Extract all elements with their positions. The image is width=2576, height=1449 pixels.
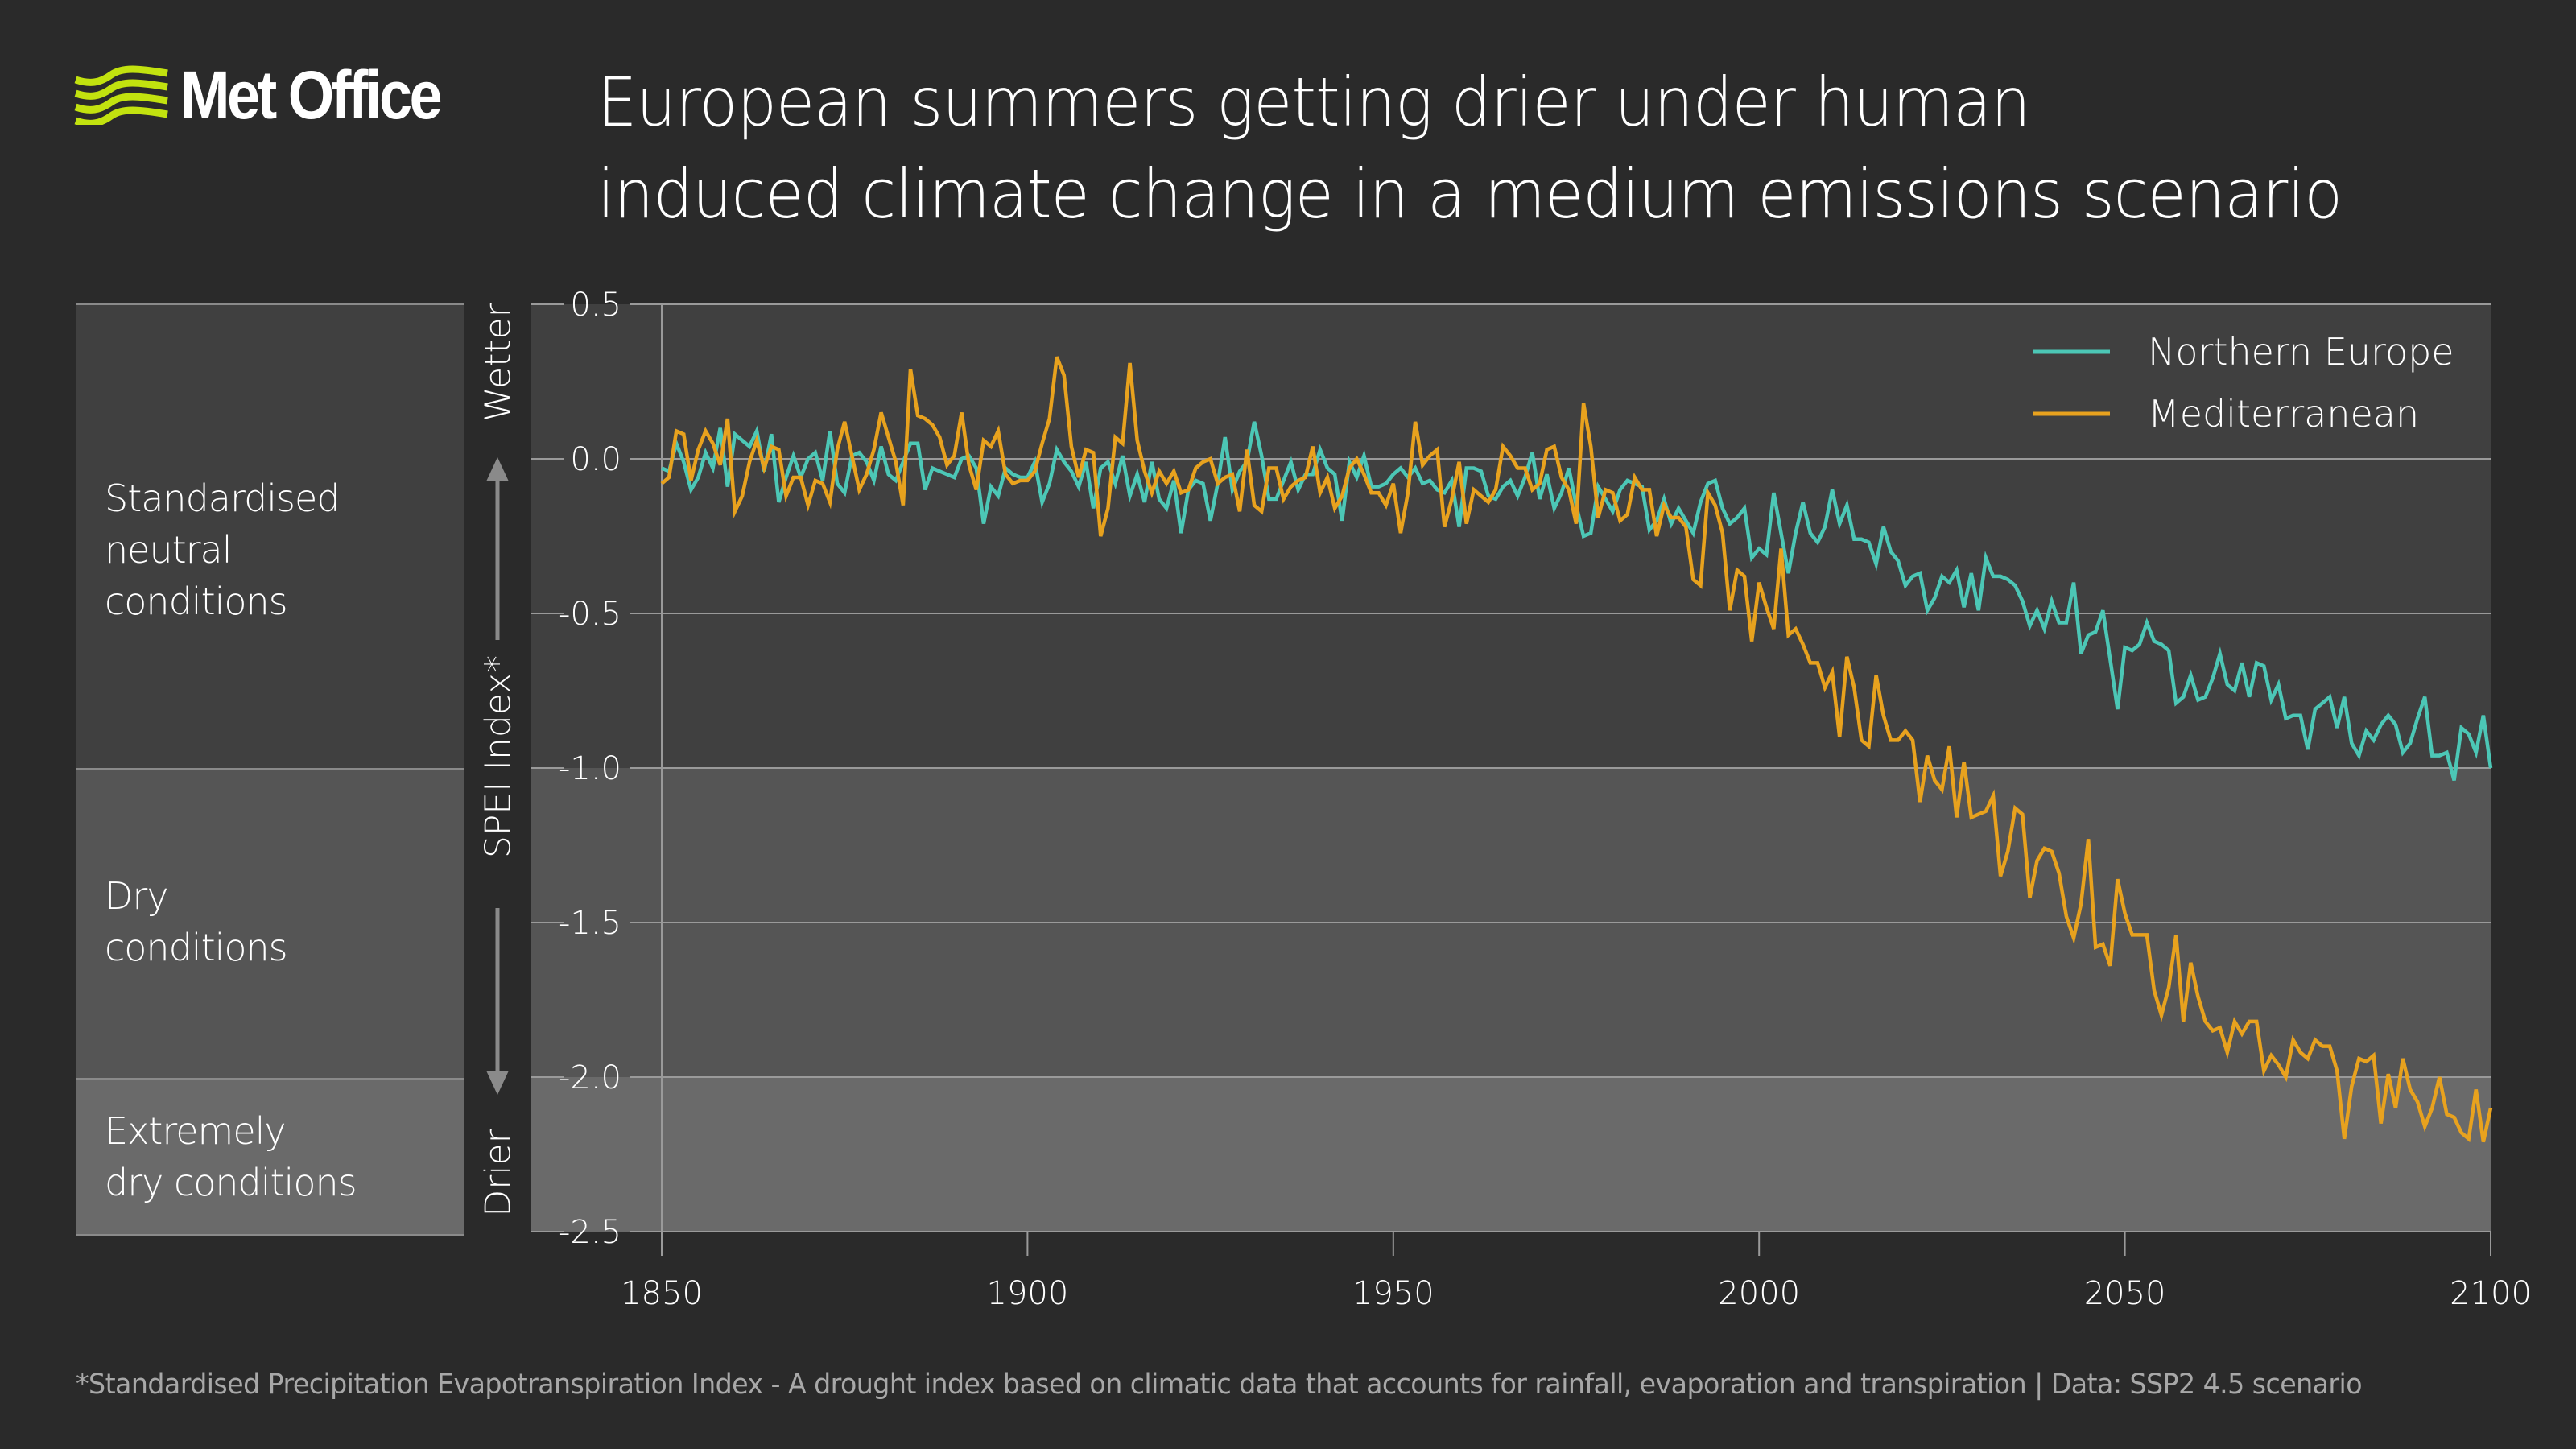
y-tick-label: -0.5	[559, 596, 621, 633]
band-dry-label: Dry conditions	[105, 870, 288, 973]
band-neutral-label: Standardised neutral conditions	[105, 473, 341, 627]
logo-wave	[74, 106, 168, 125]
band-dry-label-line: Dry	[105, 874, 169, 918]
spei-index-label: SPEI Index*	[477, 654, 519, 859]
logo-text: Met Office	[180, 57, 443, 133]
waves-icon	[74, 65, 168, 125]
band-neutral-label-line: conditions	[105, 580, 288, 623]
band-dry-label-line: conditions	[105, 926, 288, 969]
y-tick-label: -1.5	[559, 905, 621, 942]
plot-band	[531, 304, 2491, 768]
band-extreme-label-line: dry conditions	[105, 1161, 357, 1204]
x-tick-label: 1850	[621, 1275, 703, 1312]
x-tick-label: 2100	[2450, 1275, 2532, 1312]
x-tick-label: 2000	[1718, 1275, 1800, 1312]
legend-label: Northern Europe	[2148, 330, 2454, 374]
title-line-2: induced climate change in a medium emiss…	[597, 155, 2343, 233]
arrow-up-icon	[486, 457, 509, 481]
logo-wave	[74, 79, 168, 100]
arrow-down-icon	[486, 1071, 509, 1095]
x-tick-label: 1900	[987, 1275, 1069, 1312]
band-neutral-label-line: neutral	[105, 528, 233, 572]
y-tick-label: -2.5	[559, 1214, 621, 1251]
legend-label: Mediterranean	[2148, 392, 2419, 436]
band-neutral-panel: Standardised neutral conditions	[76, 303, 464, 768]
band-extreme-panel: Extremely dry conditions	[76, 1078, 464, 1236]
y-tick-label: 0.0	[570, 441, 621, 478]
plot-band	[531, 1077, 2491, 1232]
series-line-mediterranean	[660, 356, 2493, 1143]
y-axis-label-column: Wetter SPEI Index* Drier	[467, 299, 530, 1235]
met-office-logo: Met Office	[74, 57, 475, 133]
title-line-1: European summers getting drier under hum…	[597, 63, 2031, 142]
y-tick-label: -2.0	[559, 1059, 621, 1096]
logo-wave	[74, 65, 168, 86]
footnote: *Standardised Precipitation Evapotranspi…	[76, 1368, 2363, 1401]
band-extreme-label: Extremely dry conditions	[105, 1105, 357, 1208]
band-neutral-label-line: Standardised	[105, 477, 341, 520]
x-tick-label: 1950	[1352, 1275, 1435, 1312]
x-tick-label: 2050	[2084, 1275, 2166, 1312]
page-title: European summers getting drier under hum…	[597, 56, 2409, 240]
logo-wave	[74, 93, 168, 114]
band-dry-panel: Dry conditions	[76, 768, 464, 1078]
band-extreme-label-line: Extremely	[105, 1109, 287, 1153]
y-tick-label: -1.0	[559, 750, 621, 787]
y-tick-label: 0.5	[570, 287, 621, 324]
wetter-label: Wetter	[477, 303, 519, 422]
drier-label: Drier	[477, 1129, 519, 1217]
